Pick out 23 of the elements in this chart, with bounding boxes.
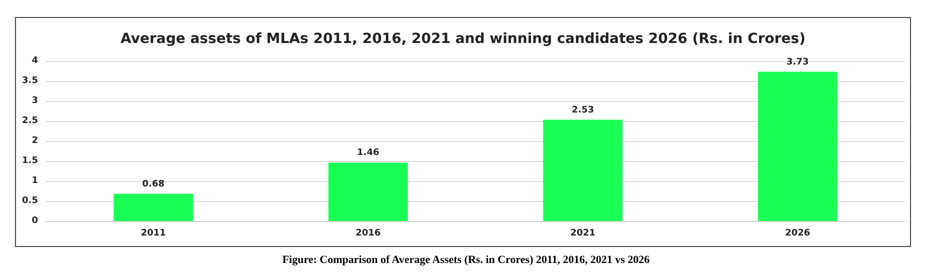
y-tick-label: 4 (32, 56, 38, 66)
y-tick-label: 3 (32, 96, 38, 106)
data-label: 1.46 (357, 148, 380, 158)
y-tick-label: 3.5 (22, 76, 38, 86)
y-tick-label: 1 (32, 176, 38, 186)
data-label: 2.53 (572, 105, 594, 116)
y-tick-label: 2 (32, 136, 38, 146)
data-label: 0.68 (142, 179, 164, 190)
y-tick-label: 2.5 (22, 116, 38, 126)
data-label: 3.73 (786, 57, 809, 68)
y-tick-label: 0 (32, 216, 38, 226)
x-tick-label: 2021 (570, 228, 596, 238)
bar (543, 120, 623, 221)
x-tick-label: 2016 (356, 228, 381, 238)
x-tick-label: 2011 (140, 228, 166, 238)
bar (114, 194, 194, 221)
text: Figure: Comparison of Average Assets (Rs. in Crores) 2011, 2016, 2021 vs 2026 (281, 254, 651, 266)
bar (328, 162, 408, 221)
bar (758, 72, 838, 221)
y-tick-label: 0.5 (22, 196, 38, 206)
x-tick-label: 2026 (785, 228, 810, 238)
y-tick-label: 1.5 (22, 156, 38, 166)
chart-title: Average assets of MLAs 2011, 2016, 2021 and winning candidates 2026 (Rs. in Crores) (120, 31, 806, 47)
